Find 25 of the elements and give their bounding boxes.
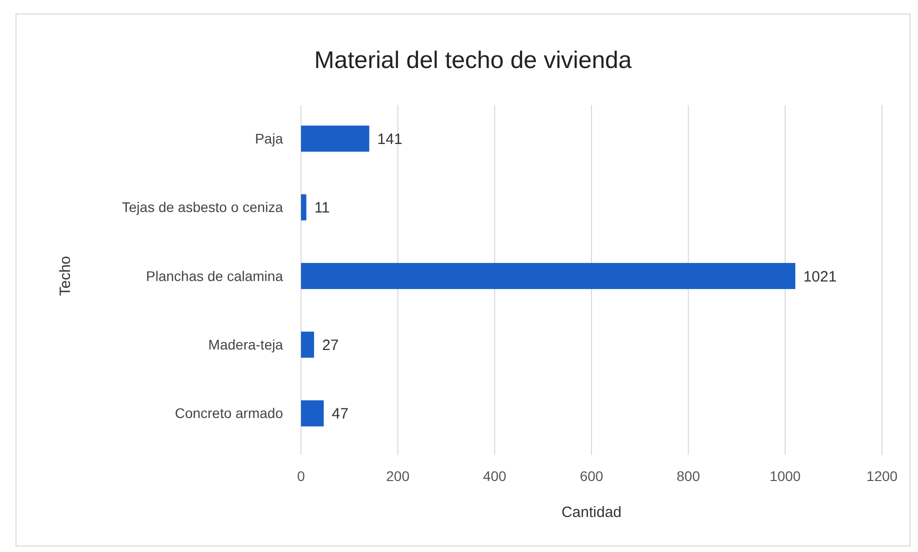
data-label: 141 <box>377 130 402 148</box>
data-label: 11 <box>314 200 330 217</box>
y-tick-label: Paja <box>254 130 284 147</box>
y-axis-title: Techo <box>57 256 74 296</box>
bar <box>301 332 314 358</box>
x-tick-label: 800 <box>676 468 700 484</box>
bar <box>301 194 306 220</box>
data-label: 1021 <box>803 268 837 286</box>
y-tick-label: Planchas de calamina <box>146 268 284 284</box>
x-tick-label: 1200 <box>866 468 898 484</box>
y-tick-label: Madera-teja <box>208 336 284 353</box>
x-tick-label: 200 <box>386 468 410 484</box>
data-label: 47 <box>332 406 348 423</box>
y-tick-label: Tejas de asbesto o ceniza <box>122 199 284 216</box>
x-tick-label: 0 <box>297 468 306 484</box>
y-tick-label: Concreto armado <box>174 405 284 422</box>
chart-title: Material del techo de vivienda <box>314 47 632 74</box>
data-label: 27 <box>322 336 339 354</box>
bar <box>301 262 796 290</box>
x-axis-title: Cantidad <box>561 504 622 521</box>
x-tick-label: 600 <box>580 468 604 484</box>
bar <box>301 400 324 426</box>
bar <box>301 126 370 152</box>
x-tick-label: 1000 <box>770 468 801 484</box>
x-tick-label: 400 <box>482 468 507 484</box>
